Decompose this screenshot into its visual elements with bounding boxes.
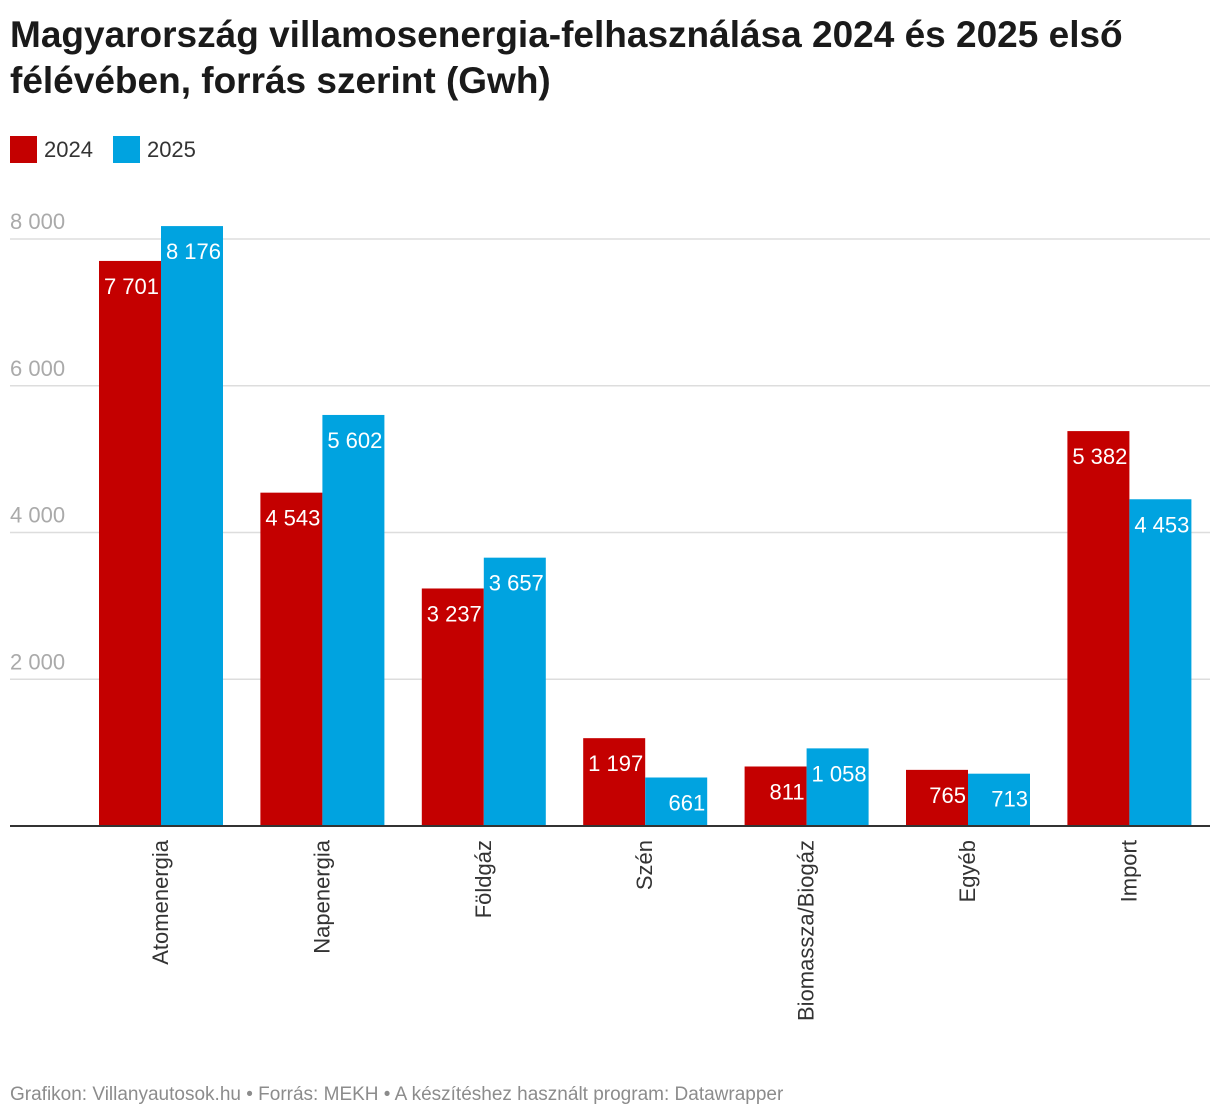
y-tick-label: 6 000 bbox=[10, 356, 65, 381]
y-tick-label: 8 000 bbox=[10, 209, 65, 234]
data-label: 713 bbox=[991, 787, 1028, 812]
x-tick-label: Napenergia bbox=[309, 839, 334, 954]
data-label: 4 543 bbox=[265, 506, 320, 531]
bar-2024 bbox=[744, 766, 807, 826]
bar-chart: 2 000 4 000 6 000 8 000 7 701 8 176 4 543 5 60… bbox=[10, 209, 1210, 1021]
data-label: 8 176 bbox=[166, 239, 221, 264]
bar-2025 bbox=[322, 414, 385, 826]
bar-2025 bbox=[483, 557, 546, 826]
bars bbox=[99, 226, 1192, 827]
x-tick-label: Egyéb bbox=[955, 840, 980, 902]
bar-2024 bbox=[583, 738, 646, 826]
legend-label-2024: 2024 bbox=[44, 136, 93, 162]
x-tick-label: Atomenergia bbox=[148, 839, 173, 965]
data-label: 811 bbox=[770, 779, 805, 804]
data-label: 3 657 bbox=[489, 571, 544, 596]
data-label: 7 701 bbox=[104, 274, 159, 299]
gridlines: 2 000 4 000 6 000 8 000 bbox=[10, 209, 1210, 680]
legend-item-2024: 2024 bbox=[10, 136, 93, 163]
legend-label-2025: 2025 bbox=[146, 136, 196, 162]
data-label: 4 453 bbox=[1134, 512, 1189, 537]
y-tick-label: 2 000 bbox=[10, 649, 65, 674]
bar-2025 bbox=[161, 226, 223, 826]
x-tick-label: Import bbox=[1116, 840, 1141, 902]
legend-swatch-2025 bbox=[112, 136, 140, 163]
data-label: 5 602 bbox=[327, 428, 382, 453]
footer-credit: Grafikon: Villanyautosok.hu • Forrás: ME… bbox=[10, 1084, 784, 1105]
bar-2025 bbox=[806, 748, 869, 826]
x-tick-label: Szén bbox=[632, 840, 657, 890]
data-label: 1 197 bbox=[588, 751, 643, 776]
legend-item-2025: 2025 bbox=[112, 136, 196, 163]
bar-2024 bbox=[99, 260, 161, 827]
x-tick-label: Biomassza/Biogáz bbox=[794, 840, 819, 1021]
y-tick-label: 4 000 bbox=[10, 503, 65, 528]
bar-2024 bbox=[906, 769, 968, 826]
data-label: 3 237 bbox=[427, 601, 482, 626]
data-label: 661 bbox=[668, 790, 705, 815]
bar-2024 bbox=[421, 588, 484, 826]
bar-2024 bbox=[1067, 431, 1130, 826]
data-label: 5 382 bbox=[1072, 444, 1127, 469]
x-axis-labels: Atomenergia Napenergia Földgáz Szén Biomassz… bbox=[148, 839, 1141, 1021]
legend-swatch-2024 bbox=[10, 136, 37, 163]
bar-2025 bbox=[645, 777, 708, 826]
bar-2025 bbox=[968, 773, 1030, 826]
chart-title: Magyarország villamosenergia-felhasználá… bbox=[10, 14, 1123, 101]
data-label: 1 058 bbox=[812, 761, 867, 786]
legend: 2024 2025 bbox=[10, 136, 196, 163]
data-label: 765 bbox=[929, 783, 966, 808]
bar-2025 bbox=[1129, 499, 1192, 826]
data-labels: 7 701 8 176 4 543 5 602 3 237 3 657 1 197 661 81… bbox=[104, 239, 1189, 815]
bar-2024 bbox=[260, 492, 323, 826]
x-tick-label: Földgáz bbox=[471, 840, 496, 918]
